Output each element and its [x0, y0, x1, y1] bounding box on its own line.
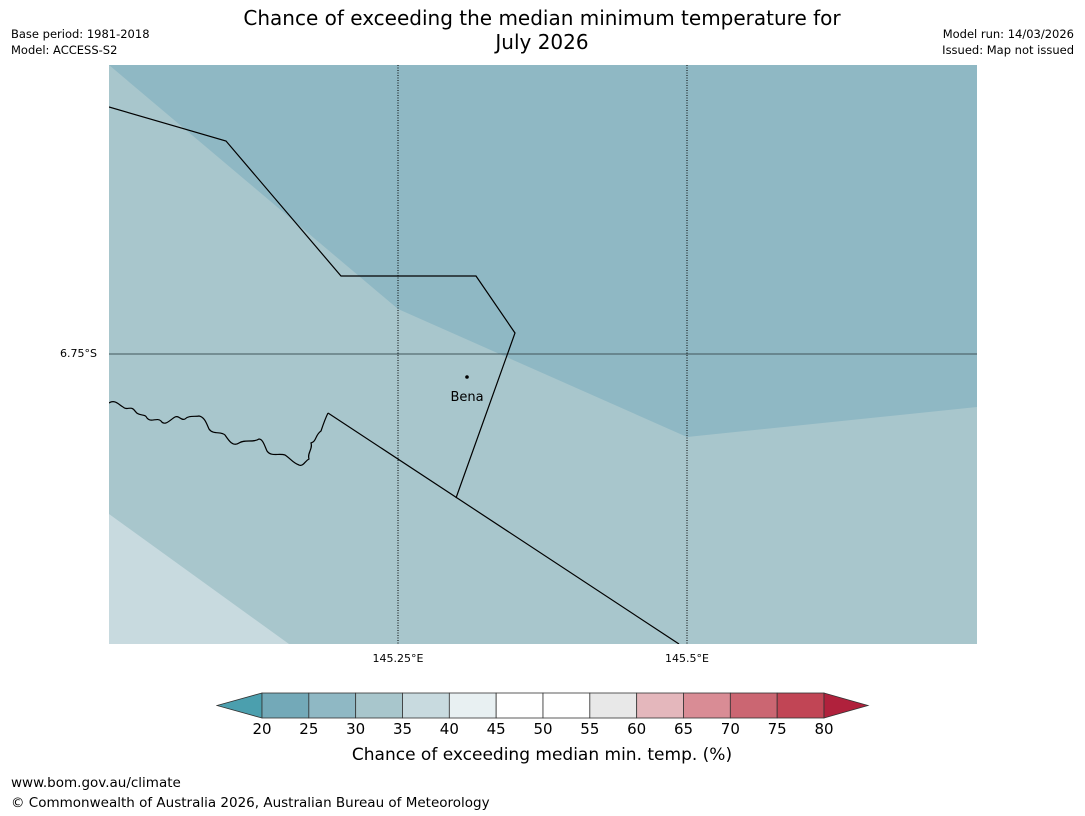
- title-line-1: Chance of exceeding the median minimum t…: [243, 6, 841, 30]
- colorbar-tick-label: 45: [486, 720, 506, 738]
- colorbar-segment: [636, 692, 684, 719]
- model-run: Model run: 14/03/2026: [942, 27, 1074, 41]
- coastline: [109, 401, 329, 466]
- colorbar-segment: [448, 692, 497, 719]
- colorbar-segments: [261, 692, 825, 719]
- province-border-south: [327, 412, 680, 644]
- colorbar-segment: [402, 692, 450, 719]
- colorbar-segment: [542, 692, 591, 719]
- colorbar-segment: [308, 692, 357, 719]
- colorbar-tick-label: 25: [299, 720, 319, 738]
- meta-right: Model run: 14/03/2026 Issued: Map not is…: [942, 26, 1074, 58]
- longitude-label-2: 145.5°E: [665, 652, 709, 665]
- colorbar-segment: [776, 692, 825, 719]
- colorbar-high-extend: [823, 692, 870, 719]
- region-25-30: [109, 65, 977, 437]
- colorbar-segment: [683, 692, 731, 719]
- colorbar-tick-label: 55: [580, 720, 600, 738]
- colorbar-tick-label: 50: [533, 720, 553, 738]
- latitude-label: 6.75°S: [60, 347, 97, 360]
- model-name: Model: ACCESS-S2: [11, 43, 118, 57]
- bena-marker: [465, 375, 469, 379]
- issued-status: Issued: Map not issued: [942, 43, 1074, 57]
- colorbar-segment: [729, 692, 778, 719]
- province-border-north: [109, 106, 516, 499]
- colorbar-tick-label: 35: [392, 720, 413, 738]
- footer-copyright: © Commonwealth of Australia 2026, Austra…: [11, 795, 490, 811]
- colorbar-segment: [355, 692, 403, 719]
- colorbar-low-extend: [216, 692, 263, 719]
- region-35-40: [109, 514, 289, 644]
- colorbar-tick-label: 75: [767, 720, 787, 738]
- footer-url[interactable]: www.bom.gov.au/climate: [11, 775, 181, 791]
- meta-left: Base period: 1981-2018 Model: ACCESS-S2: [11, 26, 150, 58]
- forecast-map[interactable]: Bena: [109, 65, 977, 644]
- title-line-2: July 2026: [495, 30, 589, 54]
- colorbar-tick-label: 80: [814, 720, 834, 738]
- colorbar-tick-label: 70: [720, 720, 740, 738]
- colorbar-tick-label: 60: [627, 720, 647, 738]
- colorbar: [216, 692, 870, 719]
- colorbar-tick-label: 30: [346, 720, 366, 738]
- place-label-bena: Bena: [450, 390, 483, 405]
- map-title: Chance of exceeding the median minimum t…: [200, 6, 884, 54]
- longitude-label-1: 145.25°E: [372, 652, 424, 665]
- colorbar-title: Chance of exceeding median min. temp. (%…: [351, 745, 733, 765]
- colorbar-segment: [261, 692, 310, 719]
- colorbar-segment: [495, 692, 544, 719]
- colorbar-tick-label: 20: [252, 720, 272, 738]
- base-period: Base period: 1981-2018: [11, 27, 150, 41]
- colorbar-tick-label: 65: [673, 720, 694, 738]
- colorbar-segment: [589, 692, 638, 719]
- colorbar-tick-label: 40: [439, 720, 459, 738]
